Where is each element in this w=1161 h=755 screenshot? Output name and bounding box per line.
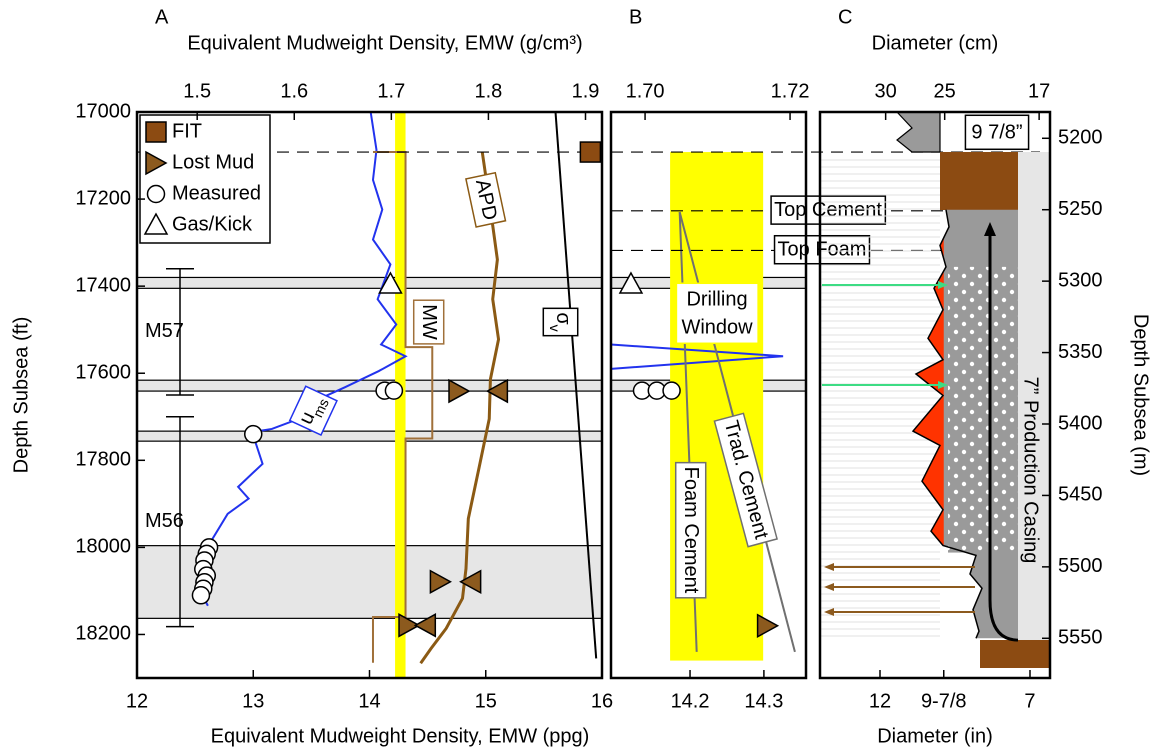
cement-top <box>940 152 1018 210</box>
label-sub: v <box>547 325 563 332</box>
x2-axis-title: Equivalent Mudweight Density, EMW (g/cm³… <box>187 32 582 54</box>
lost-mud-marker <box>758 615 778 637</box>
x2-tick-label: 1.72 <box>771 80 810 102</box>
legend-label: Gas/Kick <box>172 213 253 235</box>
legend-symbol <box>148 186 165 203</box>
x2-tick-label: 17 <box>1028 80 1050 102</box>
depth-label: Top Foam <box>775 236 870 264</box>
x-axis-title: Diameter (in) <box>877 725 993 747</box>
x2-tick-label: 1.6 <box>280 80 308 102</box>
panel-letter: A <box>155 6 169 28</box>
measured-marker <box>385 382 402 399</box>
y-tick-label: 17400 <box>75 274 131 296</box>
panel-content <box>611 152 806 661</box>
x2-tick-label: 1.7 <box>377 80 405 102</box>
mud-arrowhead <box>824 583 834 591</box>
window-label-line: Drilling <box>686 288 747 310</box>
shoe-label: 9 7/8” <box>965 115 1028 149</box>
panel-content <box>820 160 940 636</box>
measured-marker <box>245 426 262 443</box>
foam-cement <box>948 267 1018 553</box>
series-label: Foam Cement <box>680 467 702 594</box>
y-tick-label: 5250 <box>1058 198 1103 220</box>
depth-label: Top Cement <box>771 196 885 224</box>
y-tick-label: 5300 <box>1058 269 1103 291</box>
mud-arrowhead <box>824 563 834 571</box>
y-tick-label: 18000 <box>75 536 131 558</box>
panel-letter: C <box>838 6 852 28</box>
x2-axis-title: Diameter (cm) <box>872 32 999 54</box>
x2-tick-label: 1.8 <box>475 80 503 102</box>
x-tick-label: 14.3 <box>744 690 783 712</box>
y-axis-title: Depth Subsea (m) <box>1130 314 1152 476</box>
series-label-group: σv <box>543 308 577 335</box>
label-main: Foam Cement <box>680 467 702 594</box>
legend-label: FIT <box>172 120 202 142</box>
y-tick-label: 5350 <box>1058 341 1103 363</box>
series-label-group: APD <box>466 173 506 227</box>
y-axis-title: Depth Subsea (ft) <box>10 317 32 474</box>
y-tick-label: 5500 <box>1058 555 1103 577</box>
legend-symbol <box>146 122 166 142</box>
shoe-label-text: 9 7/8” <box>971 121 1022 143</box>
figure: M57M56umsAPDMWσvFITLost MudMeasuredGas/K… <box>0 0 1161 755</box>
window-label: Drilling Window <box>676 283 758 343</box>
formation-label: M56 <box>145 510 184 532</box>
formation-label: M57 <box>145 320 184 342</box>
y-tick-label: 5200 <box>1058 127 1103 149</box>
x-axis-title: Equivalent Mudweight Density, EMW (ppg) <box>211 725 590 747</box>
series-label: MW <box>418 304 440 340</box>
label-main: σ <box>552 312 574 325</box>
y-tick-label: 17600 <box>75 362 131 384</box>
x2-tick-label: 1.9 <box>572 80 600 102</box>
series-label-group: MW <box>414 300 444 344</box>
fit-marker <box>580 142 600 162</box>
y-tick-label: 18200 <box>75 623 131 645</box>
x2-tick-label: 1.70 <box>626 80 665 102</box>
y-tick-label: 17800 <box>75 449 131 471</box>
x-tick-label: 12 <box>126 690 148 712</box>
cement-bottom <box>980 640 1050 668</box>
depth-label-text: Top Foam <box>778 239 867 261</box>
x-tick-label: 7 <box>1024 690 1035 712</box>
x-tick-label: 12 <box>869 690 891 712</box>
casing-label: 7” Production Casing <box>1020 377 1042 564</box>
x2-tick-label: 1.5 <box>183 80 211 102</box>
depth-band <box>137 431 602 441</box>
depth-band <box>137 380 602 391</box>
measured-marker <box>663 382 680 399</box>
x-tick-label: 16 <box>591 690 613 712</box>
legend-label: Lost Mud <box>172 151 254 173</box>
y-tick-label: 17200 <box>75 187 131 209</box>
y-tick-label: 17000 <box>75 100 131 122</box>
label-main: MW <box>418 304 440 340</box>
x-tick-label: 13 <box>242 690 264 712</box>
series-label-group: Foam Cement <box>676 463 706 598</box>
depth-band <box>137 277 602 288</box>
x-tick-label: 15 <box>475 690 497 712</box>
legend: FIT Lost Mud Measured Gas/Kick <box>140 115 270 243</box>
x2-tick-label: 30 <box>875 80 897 102</box>
y-tick-label: 5450 <box>1058 484 1103 506</box>
window-label-line: Window <box>681 316 753 338</box>
panel-letter: B <box>629 6 642 28</box>
measured-marker <box>192 587 209 604</box>
x-tick-label: 14 <box>358 690 380 712</box>
x2-tick-label: 25 <box>934 80 956 102</box>
x-tick-label: 9-7/8 <box>921 690 967 712</box>
legend-label: Measured <box>172 182 261 204</box>
x-tick-label: 14.2 <box>671 690 710 712</box>
shoe-casing <box>897 112 940 152</box>
y-tick-label: 5400 <box>1058 412 1103 434</box>
y-tick-label: 5550 <box>1058 627 1103 649</box>
